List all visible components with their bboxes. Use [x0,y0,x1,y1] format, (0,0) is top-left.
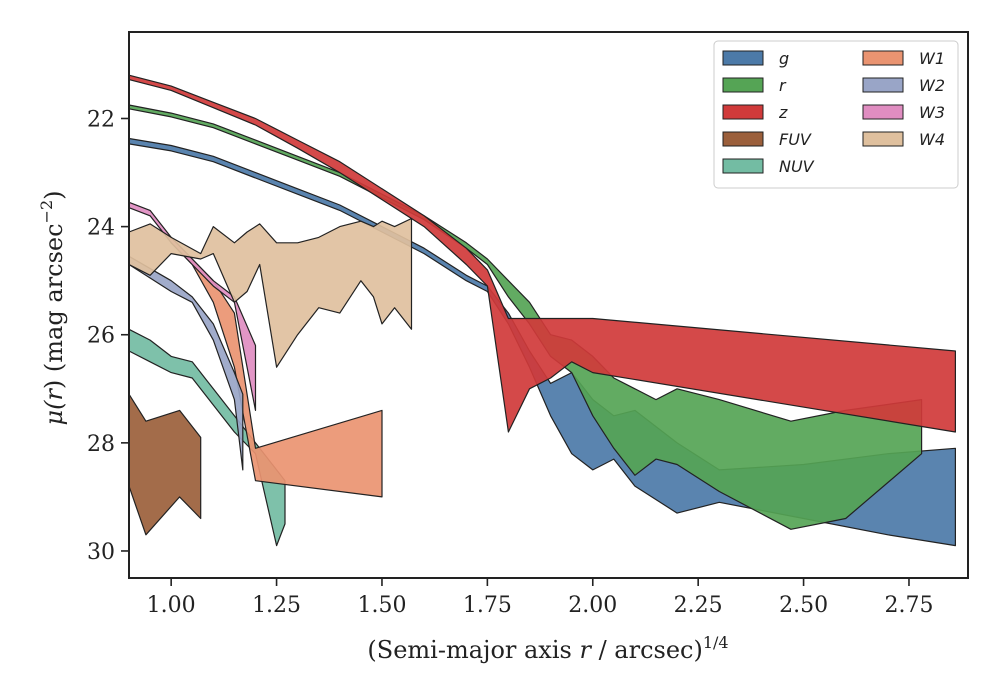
band-w2 [128,255,244,471]
legend-label-z: z [778,103,788,122]
y-tick-label: 28 [87,432,115,457]
series-layer [128,74,957,547]
legend-swatch-g [722,50,764,66]
x-tick-label: 2.25 [674,593,723,618]
legend-swatch-z [722,104,764,120]
legend-label-w4: W4 [919,130,945,149]
legend-label-w1: W1 [919,49,945,68]
legend-label-fuv: FUV [779,130,812,149]
band-fuv [128,393,202,536]
legend-swatch-w1 [862,50,904,66]
x-tick-label: 1.50 [357,593,406,618]
legend-label-r: r [779,76,787,95]
plot-frame [128,31,969,579]
y-tick-label: 22 [87,107,115,132]
x-tick-label: 1.25 [252,593,301,618]
legend-swatch-nuv [722,158,764,174]
legend-swatch-w2 [862,77,904,93]
legend-label-w2: W2 [919,76,945,95]
y-tick-label: 26 [87,324,115,349]
x-tick-label: 1.00 [147,593,196,618]
y-axis-label: μ(r) (mag arcsec−2) [37,190,68,425]
band-w4 [128,217,413,368]
legend-label-g: g [779,49,789,68]
legend-swatch-w4 [862,131,904,147]
legend-label-w3: W3 [919,103,945,122]
x-tick-label: 2.50 [779,593,828,618]
band-z [128,74,957,433]
legend-swatch-w3 [862,104,904,120]
y-axis: 22 24 26 28 30 [87,107,129,565]
legend-swatch-r [722,77,764,93]
legend: grz FUV NUV W1 W2 W3 W4 [713,40,959,189]
legend-label-nuv: NUV [779,157,815,176]
x-tick-label: 2.75 [884,593,933,618]
x-axis: 1.00 1.25 1.50 1.75 2.00 2.25 2.50 2.75 [147,578,933,618]
y-tick-label: 30 [87,540,115,565]
x-tick-label: 2.00 [568,593,617,618]
y-tick-label: 24 [87,216,115,241]
x-axis-label: (Semi-major axis r / arcsec)1/4 [367,633,728,664]
x-tick-label: 1.75 [463,593,512,618]
band-nuv [128,328,286,547]
legend-swatch-fuv [722,131,764,147]
